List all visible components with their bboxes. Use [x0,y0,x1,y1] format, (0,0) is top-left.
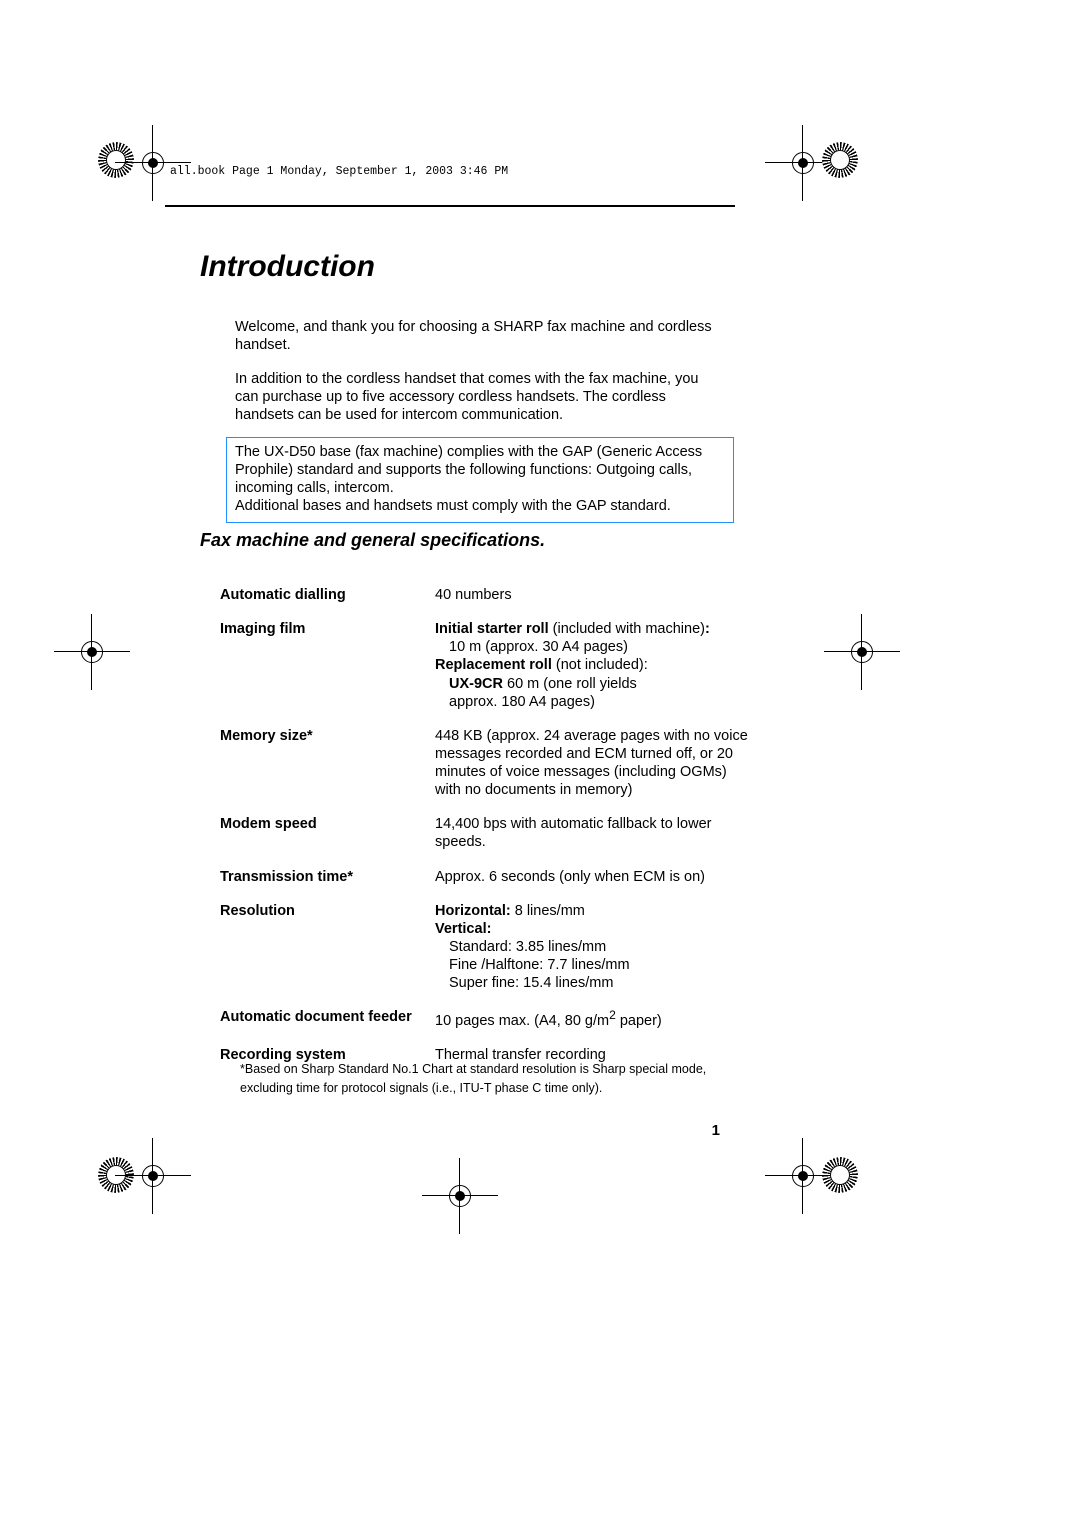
spec-label: Resolution [220,902,435,920]
spec-value: Approx. 6 seconds (only when ECM is on) [435,868,750,886]
spec-label: Automatic dialling [220,586,435,604]
spec-value: Initial starter roll (included with mach… [435,620,750,711]
spec-row-imaging: Imaging film Initial starter roll (inclu… [220,620,750,711]
spec-value: 10 pages max. (A4, 80 g/m2 paper) [435,1008,750,1030]
pdf-meta-header: all.book Page 1 Monday, September 1, 200… [170,165,508,178]
spec-row-adf: Automatic document feeder 10 pages max. … [220,1008,750,1030]
registration-mark-icon [98,142,134,178]
spec-row-memory: Memory size* 448 KB (approx. 24 average … [220,727,750,800]
info-box-line1: The UX-D50 base (fax machine) complies w… [235,444,702,496]
spec-row-transmission: Transmission time* Approx. 6 seconds (on… [220,868,750,886]
intro-paragraph-2: In addition to the cordless handset that… [235,370,725,424]
registration-mark-icon [822,142,858,178]
registration-mark-icon [822,1157,858,1193]
page-title: Introduction [200,250,375,284]
compliance-info-box: The UX-D50 base (fax machine) complies w… [226,437,734,523]
registration-mark-icon [440,1176,480,1216]
spec-row-resolution: Resolution Horizontal: 8 lines/mm Vertic… [220,902,750,993]
spec-row-autodial: Automatic dialling 40 numbers [220,586,750,604]
footnote: *Based on Sharp Standard No.1 Chart at s… [240,1060,730,1098]
intro-paragraph-1: Welcome, and thank you for choosing a SH… [235,318,725,354]
spec-value: 40 numbers [435,586,750,604]
registration-mark-icon [842,632,882,672]
spec-row-modem: Modem speed 14,400 bps with automatic fa… [220,815,750,851]
registration-mark-icon [783,143,823,183]
registration-mark-icon [72,632,112,672]
registration-mark-icon [783,1156,823,1196]
header-rule [165,205,735,207]
spec-label: Memory size* [220,727,435,745]
spec-label: Modem speed [220,815,435,833]
spec-label: Transmission time* [220,868,435,886]
spec-label: Automatic document feeder [220,1008,435,1026]
registration-mark-icon [133,1156,173,1196]
spec-label: Imaging film [220,620,435,638]
spec-value: 448 KB (approx. 24 average pages with no… [435,727,750,800]
page-number: 1 [712,1122,720,1139]
spec-value: Horizontal: 8 lines/mm Vertical: Standar… [435,902,750,993]
specs-subheading: Fax machine and general specifications. [200,530,545,551]
specs-table: Automatic dialling 40 numbers Imaging fi… [220,570,750,1064]
registration-mark-icon [133,143,173,183]
info-box-line2: Additional bases and handsets must compl… [235,498,671,514]
spec-value: 14,400 bps with automatic fallback to lo… [435,815,750,851]
